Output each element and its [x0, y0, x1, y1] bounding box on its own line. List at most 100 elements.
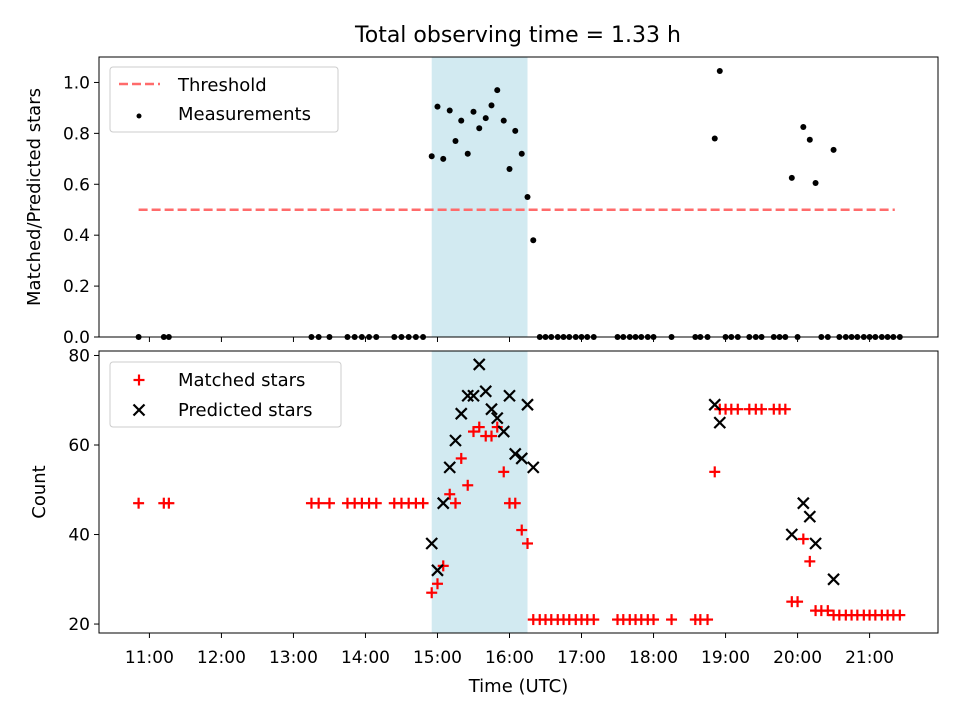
matched-star-point: [426, 587, 438, 599]
matched-star-point: [370, 497, 382, 509]
measurement-point: [464, 150, 471, 157]
y-tick-label: 0.2: [63, 277, 90, 297]
bottom-axes-frame: [98, 350, 939, 634]
bottom-y-ticks: 20 40 60 80: [68, 346, 99, 635]
measurement-point: [440, 155, 447, 162]
bottom-legend-box: [109, 361, 342, 428]
x-tick-label: 20:00: [773, 648, 822, 668]
y-tick-label: 0.6: [63, 175, 90, 195]
predicted-star-point: [461, 389, 475, 403]
measurement-point: [524, 194, 531, 200]
predicted-star-point: [454, 407, 468, 420]
predicted-star-point: [443, 461, 457, 474]
x-tick-label: 12:00: [197, 648, 246, 668]
figure-title: Total observing time = 1.33 h: [354, 23, 681, 48]
predicted-star-point: [803, 510, 817, 523]
matched-star-point: [804, 555, 816, 567]
legend-matched-label: Matched stars: [178, 370, 305, 391]
predicted-star-point: [508, 447, 522, 461]
x-marker: [132, 403, 146, 417]
matched-star-point: [516, 524, 528, 536]
measurement-point: [512, 127, 519, 134]
y-tick-label: 40: [68, 526, 90, 546]
matched-star-point: [709, 466, 721, 478]
y-tick-label: 80: [68, 346, 90, 366]
matched-star-point: [522, 537, 534, 549]
matched-star-point: [163, 497, 175, 509]
matched-star-point: [509, 497, 521, 509]
bottom-legend: Matched stars Predicted stars: [109, 361, 342, 428]
legend-measurements-swatch: [136, 113, 142, 119]
x-tick-label: 17:00: [557, 648, 606, 668]
matched-star-point: [822, 605, 834, 617]
predicted-star-point: [497, 425, 511, 438]
measurement-point: [470, 108, 477, 115]
measurement-point: [482, 115, 489, 122]
x-tick-label: 11:00: [125, 648, 174, 668]
measurement-point: [800, 124, 807, 130]
matched-star-point: [485, 430, 497, 442]
predicted-star-point: [472, 358, 486, 371]
matched-star-point: [455, 452, 467, 464]
measurement-point: [506, 166, 513, 172]
matched-star-point: [498, 466, 510, 478]
bottom-x-ticks: 11:00 12:00 13:00 14:00 15:00 16:00 17:00 18:00…: [125, 633, 894, 668]
matched-stars-series: [133, 403, 906, 626]
matched-star-point: [491, 421, 503, 433]
matched-star-point: [894, 609, 906, 621]
top-y-axis-label: Matched/Predicted stars: [24, 88, 45, 306]
plus-marker: [133, 374, 145, 386]
predicted-star-point: [449, 434, 462, 447]
y-tick-label: 1.0: [63, 73, 90, 93]
predicted-star-point: [526, 461, 540, 474]
matched-star-point: [323, 497, 335, 509]
legend-predicted-swatch: [132, 403, 146, 417]
top-legend: Threshold Measurements: [109, 66, 339, 133]
legend-measurements-label: Measurements: [178, 104, 311, 125]
matched-star-point: [431, 578, 443, 590]
matched-star-point: [702, 614, 714, 626]
x-tick-label: 19:00: [701, 648, 750, 668]
matched-star-point: [666, 614, 678, 626]
predicted-star-point: [431, 564, 444, 577]
measurement-point: [458, 117, 465, 124]
top-legend-box: [109, 66, 339, 133]
x-tick-label: 18:00: [629, 648, 678, 668]
matched-star-point: [792, 596, 804, 608]
predicted-star-point: [485, 402, 498, 416]
matched-star-point: [797, 533, 809, 545]
y-tick-label: 0.0: [63, 328, 90, 348]
x-tick-label: 15:00: [413, 648, 462, 668]
measurement-point: [452, 138, 459, 144]
measurement-point: [830, 146, 837, 153]
y-tick-label: 0.4: [63, 226, 90, 246]
measurement-point: [788, 174, 795, 181]
measurement-point: [494, 87, 501, 94]
predicted-star-point: [515, 452, 529, 465]
matched-star-point: [588, 614, 600, 626]
predicted-star-point: [708, 398, 722, 411]
measurement-point: [446, 107, 453, 114]
predicted-star-point: [797, 496, 810, 510]
matched-star-point: [756, 403, 768, 415]
matched-star-point: [417, 497, 429, 509]
matched-star-point: [648, 614, 660, 626]
top-x-ticks: [148, 337, 871, 342]
predicted-star-point: [713, 416, 727, 429]
predicted-star-point: [503, 389, 516, 403]
matched-star-point: [133, 497, 145, 509]
x-tick-label: 13:00: [269, 648, 318, 668]
legend-predicted-label: Predicted stars: [178, 400, 312, 421]
measurement-point: [518, 150, 525, 157]
predicted-star-point: [425, 537, 438, 550]
x-tick-label: 21:00: [845, 648, 894, 668]
predicted-star-point: [436, 496, 450, 510]
measurement-point: [716, 68, 723, 74]
legend-threshold-label: Threshold: [177, 75, 267, 96]
predicted-star-point: [809, 537, 822, 550]
predicted-star-point: [490, 411, 504, 425]
measurement-point: [812, 180, 819, 186]
x-tick-label: 14:00: [341, 648, 390, 668]
